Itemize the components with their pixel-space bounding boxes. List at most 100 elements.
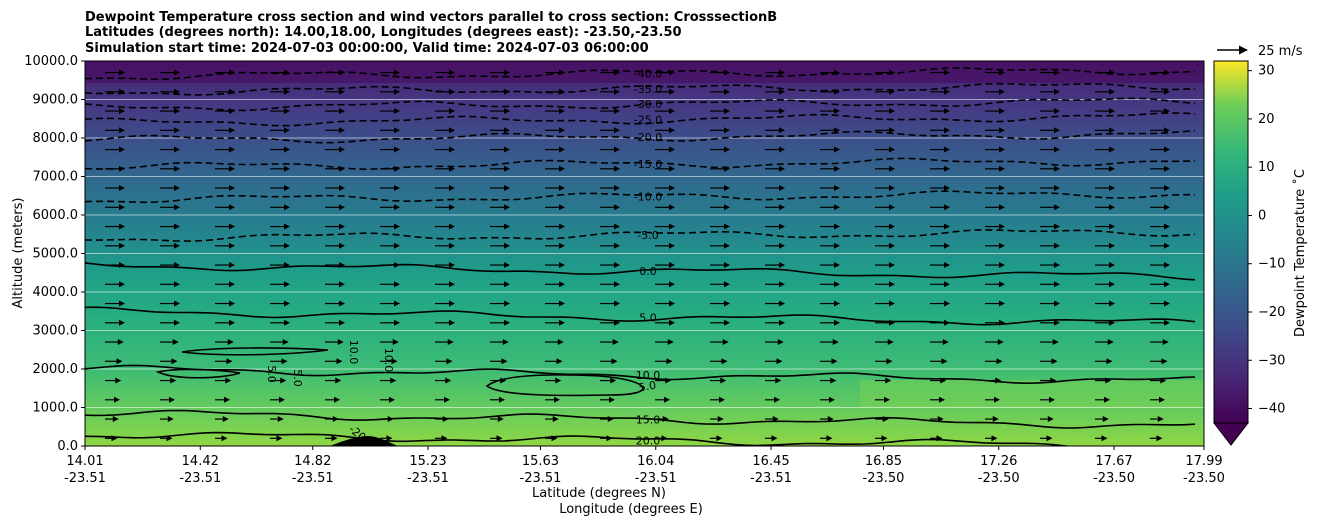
wind-vector-head (504, 165, 510, 172)
wind-vector-head (1164, 69, 1170, 76)
wind-vector-head (834, 319, 840, 326)
wind-vector-head (336, 358, 343, 365)
x-axis-label-lon: Longitude (degrees E) (559, 502, 703, 517)
colorbar-tick-label: 10 (1258, 160, 1275, 175)
wind-vector-head (174, 88, 180, 95)
wind-vector-head (394, 319, 400, 326)
wind-vector-head (284, 300, 290, 307)
contour-line (85, 129, 1196, 144)
x-tick-label-lon: -23.50 (1183, 471, 1225, 486)
wind-vector-head (1054, 127, 1060, 134)
wind-vector-head (1161, 358, 1168, 365)
wind-vector-head (284, 165, 290, 172)
wind-vector-head (277, 416, 284, 423)
wind-vector-head (834, 127, 840, 134)
wind-vector-head (669, 165, 675, 172)
wind-vector-head (1164, 204, 1170, 211)
wind-vector-head (229, 146, 235, 153)
wind-vector-head (1104, 396, 1110, 403)
wind-vector-head (1109, 88, 1115, 95)
wind-vector-head (174, 108, 180, 115)
wind-vector-head (669, 281, 675, 288)
wind-vector-head (999, 127, 1005, 134)
wind-vector-head (449, 146, 455, 153)
wind-vector-head (111, 435, 118, 442)
wind-vector-head (447, 339, 454, 346)
wind-vector-head (669, 88, 675, 95)
wind-vector-head (779, 165, 785, 172)
wind-vector-head (449, 319, 455, 326)
wind-vector-head (119, 262, 125, 269)
contour-label: -30.0 (634, 98, 662, 111)
wind-vector-head (227, 339, 234, 346)
wind-vector-head (834, 204, 840, 211)
wind-vector-head (504, 223, 510, 230)
wind-vector-head (339, 242, 345, 249)
wind-vector-head (284, 127, 290, 134)
x-tick-label-lat: 14.82 (294, 454, 331, 469)
wind-vector-head (284, 88, 290, 95)
y-axis: 0.0 1000.0 2000.0 3000.0 4000.0 5000.0 6000.0 7… (24, 54, 85, 454)
wind-vector-head (1109, 108, 1115, 115)
wind-vector-head (722, 339, 729, 346)
wind-vector-head (339, 165, 345, 172)
wind-vectors (105, 69, 1170, 442)
wind-vector-head (501, 358, 508, 365)
wind-vector-head (390, 377, 397, 384)
wind-vector-head (174, 127, 180, 134)
wind-vector-head (174, 69, 180, 76)
wind-vector-head (724, 165, 730, 172)
wind-vector-head (614, 319, 620, 326)
wind-vector-head (1109, 69, 1115, 76)
wind-vector-head (614, 165, 620, 172)
contour-label: -15.0 (634, 158, 662, 171)
wind-vector-head (559, 108, 565, 115)
contour-label-extra: 10.0 (347, 340, 360, 365)
wind-vector-head (826, 435, 833, 442)
x-tick-label-lat: 15.23 (409, 454, 446, 469)
wind-vector-head (662, 416, 669, 423)
contour-label-extra: 5.0 (638, 379, 657, 395)
wind-vector-head (229, 300, 235, 307)
wind-vector-head (119, 223, 125, 230)
x-tick-label-lon: -23.51 (520, 471, 562, 486)
wind-vector-head (1164, 300, 1170, 307)
wind-vector-head (995, 377, 1002, 384)
wind-vector-head (449, 165, 455, 172)
wind-vector-head (779, 281, 785, 288)
wind-vector-head (1107, 339, 1114, 346)
chart-title-line-2: Latitudes (degrees north): 14.00,18.00, … (85, 25, 682, 40)
x-tick-label-lat: 15.63 (522, 454, 559, 469)
wind-vector-head (614, 242, 620, 249)
wind-vector-head (834, 88, 840, 95)
contour-label-extra: 5.0 (265, 365, 278, 383)
wind-vector-head (944, 262, 950, 269)
contour-label: 20.0 (636, 434, 661, 447)
wind-vector-head (1109, 185, 1115, 192)
wind-vector-head (991, 435, 998, 442)
wind-vector-head (1109, 300, 1115, 307)
wind-vector-head (1109, 165, 1115, 172)
x-tick-label-lat: 16.45 (752, 454, 789, 469)
chart-title-line-3: Simulation start time: 2024-07-03 00:00:… (85, 41, 649, 56)
wind-vector-head (889, 88, 895, 95)
y-tick-label: 7000.0 (33, 170, 79, 185)
x-tick-label-lon: -23.51 (635, 471, 677, 486)
wind-vector-head (779, 127, 785, 134)
wind-vector-head (284, 69, 290, 76)
wind-vector-head (1164, 146, 1170, 153)
wind-vector-head (1054, 262, 1060, 269)
wind-vector-head (229, 127, 235, 134)
wind-vector-head (1054, 69, 1060, 76)
wind-vector-head (229, 262, 235, 269)
wind-vector-head (394, 223, 400, 230)
wind-vector-head (504, 204, 510, 211)
wind-vector-head (1052, 339, 1059, 346)
wind-vector-head (779, 262, 785, 269)
wind-vector-head (1054, 185, 1060, 192)
wind-vector-head (999, 281, 1005, 288)
x-tick-label-lat: 16.85 (865, 454, 902, 469)
colorbar-tick-label: −40 (1258, 402, 1285, 417)
wind-vector-head (999, 69, 1005, 76)
